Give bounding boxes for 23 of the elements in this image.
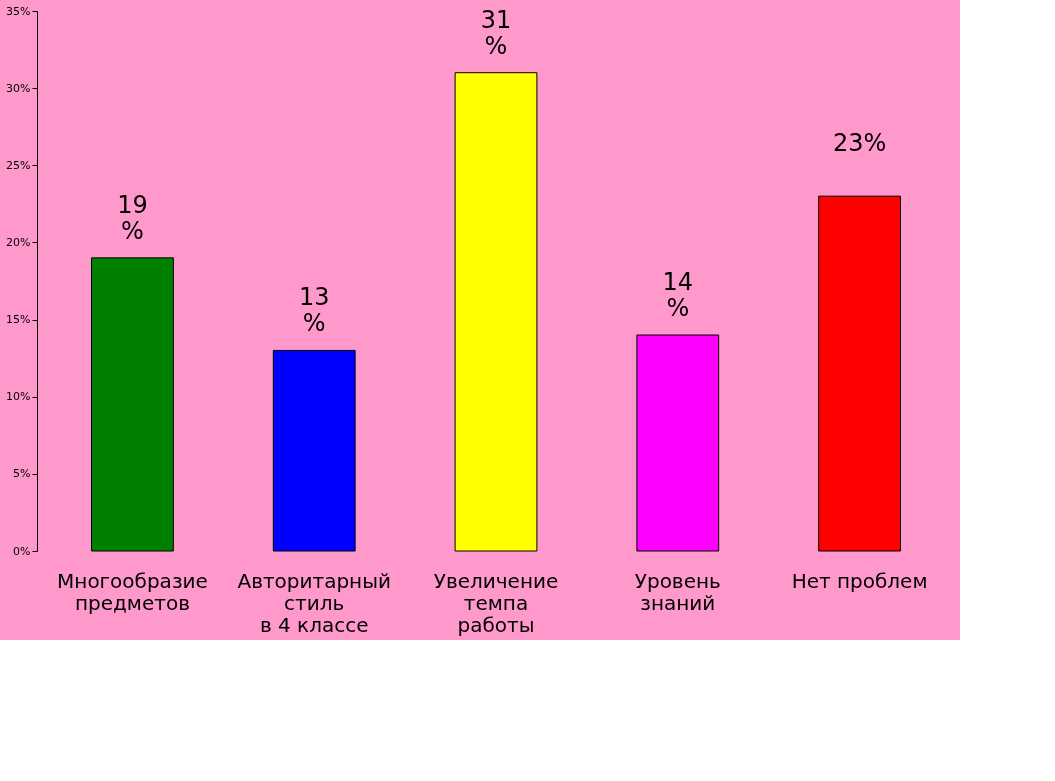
x-tick-label: Многообразие предметов bbox=[57, 568, 208, 615]
x-tick-label: Увеличение темпа работы bbox=[433, 568, 559, 637]
data-label: 13 % bbox=[298, 283, 330, 338]
y-tick-label: 0% bbox=[13, 544, 31, 558]
y-tick-label: 20% bbox=[6, 235, 31, 249]
y-tick-label: 25% bbox=[6, 158, 31, 172]
bar bbox=[636, 334, 720, 552]
bar bbox=[272, 349, 356, 552]
y-tick-label: 5% bbox=[13, 467, 31, 481]
y-tick-label: 15% bbox=[6, 313, 31, 327]
data-label: 31 % bbox=[480, 5, 512, 60]
x-tick-label: Уровень знаний bbox=[634, 568, 721, 615]
data-label: 23% bbox=[832, 129, 887, 158]
y-tick-label: 30% bbox=[6, 81, 31, 95]
bar bbox=[818, 195, 901, 552]
y-tick-label: 10% bbox=[6, 390, 31, 404]
y-tick-label: 35% bbox=[6, 4, 31, 18]
x-tick-label: Авторитарный стиль в 4 классе bbox=[237, 568, 391, 637]
data-label: 14 % bbox=[662, 268, 694, 322]
data-label: 19 % bbox=[117, 190, 148, 245]
bar bbox=[454, 72, 538, 552]
x-tick-label: Нет проблем bbox=[791, 568, 928, 593]
bar bbox=[91, 257, 174, 552]
